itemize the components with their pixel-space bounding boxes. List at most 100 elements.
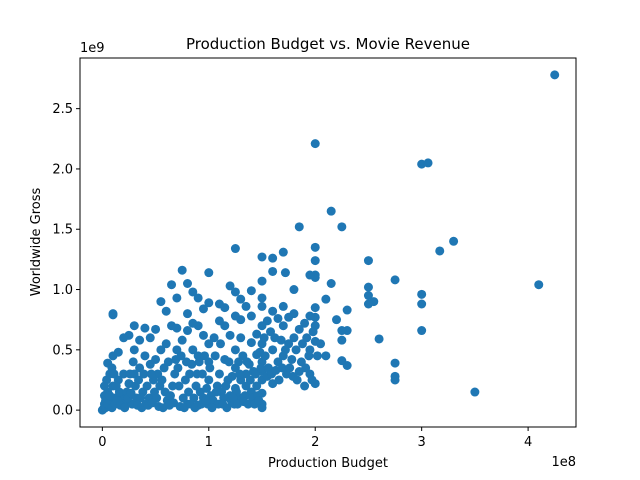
data-point <box>307 375 317 385</box>
data-point <box>204 339 214 349</box>
x-tick-label: 1 <box>205 435 213 450</box>
data-point <box>200 351 210 361</box>
data-point <box>256 363 266 373</box>
x-axis-offset-label: 1e8 <box>551 455 576 470</box>
data-point <box>259 333 269 343</box>
data-point <box>301 363 311 373</box>
data-point <box>449 236 459 246</box>
data-point <box>390 375 400 385</box>
data-point <box>294 324 304 334</box>
data-point <box>230 244 240 254</box>
data-point <box>435 246 445 256</box>
data-point <box>278 321 288 331</box>
x-tick-label: 2 <box>311 435 319 450</box>
data-point <box>185 369 195 379</box>
data-points <box>97 70 560 415</box>
data-point <box>167 280 177 290</box>
data-point <box>151 324 161 334</box>
data-point <box>390 358 400 368</box>
y-tick-label: 2.5 <box>52 102 73 117</box>
data-point <box>177 265 187 275</box>
data-point <box>332 315 342 325</box>
data-point <box>225 330 235 340</box>
data-point <box>257 252 267 262</box>
data-point <box>230 345 240 355</box>
data-point <box>287 354 297 364</box>
data-point <box>188 345 198 355</box>
data-point <box>251 369 261 379</box>
data-point <box>257 321 267 331</box>
data-point <box>184 387 194 397</box>
data-point <box>273 313 283 323</box>
data-point <box>285 363 295 373</box>
data-point <box>337 222 347 232</box>
data-point <box>337 356 347 366</box>
data-point <box>161 306 171 316</box>
data-point <box>142 381 152 391</box>
data-point <box>125 369 135 379</box>
data-point <box>230 311 240 321</box>
data-point <box>470 387 480 397</box>
data-point <box>183 279 192 288</box>
data-point <box>304 351 314 361</box>
data-point <box>246 338 256 348</box>
data-point <box>227 371 237 381</box>
data-point <box>173 363 183 373</box>
data-point <box>198 330 208 340</box>
data-point <box>312 351 322 361</box>
data-point <box>257 293 267 303</box>
data-point <box>129 345 139 355</box>
data-point <box>292 375 302 385</box>
data-point <box>280 345 290 355</box>
data-point <box>156 297 166 307</box>
data-point <box>99 381 109 391</box>
data-point <box>246 311 256 321</box>
data-point <box>276 335 286 345</box>
data-point <box>274 375 284 385</box>
data-point <box>242 357 252 367</box>
data-point <box>417 299 427 309</box>
data-point <box>161 339 171 349</box>
data-point <box>289 285 299 295</box>
data-point <box>254 395 264 405</box>
data-point <box>278 301 288 311</box>
data-point <box>417 289 427 299</box>
data-point <box>183 309 192 319</box>
data-point <box>211 387 221 397</box>
data-point <box>268 306 278 316</box>
data-point <box>198 304 208 314</box>
data-point <box>363 282 373 292</box>
data-point <box>201 395 211 405</box>
data-point <box>534 280 544 290</box>
data-point <box>245 375 255 385</box>
data-point <box>176 351 186 361</box>
data-point <box>193 293 203 303</box>
x-axis-ticks: 0 1 2 3 4 <box>98 427 532 450</box>
data-point <box>252 381 262 391</box>
data-point <box>183 326 192 336</box>
data-point <box>177 335 187 345</box>
data-point <box>146 369 156 379</box>
data-point <box>374 334 384 344</box>
x-tick-label: 3 <box>418 435 426 450</box>
data-point <box>310 303 320 313</box>
data-point <box>246 286 256 296</box>
data-point <box>550 70 560 80</box>
data-point <box>321 351 331 361</box>
data-point <box>163 357 173 367</box>
data-point <box>243 399 253 409</box>
data-point <box>209 333 219 343</box>
data-point <box>302 333 312 343</box>
data-point <box>221 381 231 391</box>
data-point <box>205 363 215 373</box>
data-point <box>291 345 301 355</box>
data-point <box>128 357 138 367</box>
y-tick-label: 0.0 <box>52 404 73 419</box>
data-point <box>119 333 129 343</box>
data-point <box>172 323 182 333</box>
data-point <box>204 298 214 308</box>
data-point <box>222 403 232 413</box>
data-point <box>268 266 278 276</box>
data-point <box>204 375 214 385</box>
data-point <box>337 326 347 336</box>
